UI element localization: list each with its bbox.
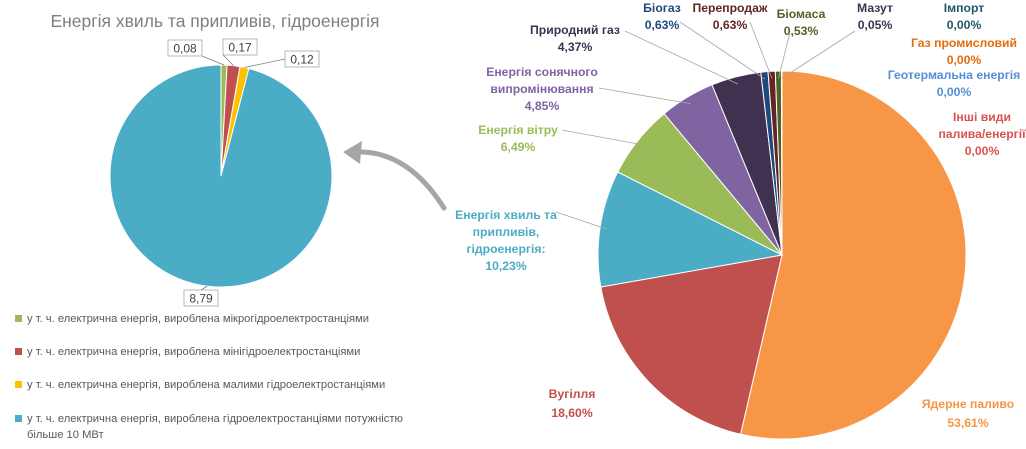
hydro-pie-slice-3 <box>109 64 333 288</box>
energy-label-name: Перепродаж <box>692 1 767 15</box>
energy-label-name: Ядерне паливо <box>922 397 1014 411</box>
energy-label-name: припливів, <box>473 225 540 239</box>
energy-pie-slice-2 <box>597 171 784 288</box>
hydro-leader-line <box>244 58 286 68</box>
energy-label-name: Мазут <box>857 1 893 15</box>
legend-marker <box>15 415 22 422</box>
energy-label-name: палива/енергії <box>938 127 1026 141</box>
energy-label-value: 0,05% <box>858 18 893 32</box>
energy-label-name: Біомаса <box>777 7 826 21</box>
energy-label-value: 0,00% <box>965 144 1000 158</box>
energy-label-name: Природний газ <box>530 23 620 37</box>
energy-label-value: 4,85% <box>525 99 560 113</box>
legend-label-line2: більше 10 МВт <box>27 429 104 441</box>
hydro-data-label: 0,08 <box>173 42 197 56</box>
energy-leader-line <box>679 21 766 80</box>
hydro-data-label: 0,17 <box>228 41 252 55</box>
energy-label-value: 0,53% <box>784 24 819 38</box>
energy-label-value: 10,23% <box>485 259 526 273</box>
energy-label-value: 0,00% <box>947 18 982 32</box>
legend-label: у т. ч. електрична енергія, вироблена гі… <box>27 413 403 425</box>
hydro-data-label-box <box>284 50 320 68</box>
legend-label: у т. ч. електрична енергія, вироблена мі… <box>27 313 369 325</box>
connector-arrow <box>343 141 447 211</box>
legend-marker <box>15 381 22 388</box>
energy-pie-slice-9 <box>780 70 783 256</box>
energy-label-name: Енергія вітру <box>478 123 558 137</box>
energy-leader-line <box>778 31 791 79</box>
hydro-leader-line <box>200 285 208 291</box>
energy-mix-data-labels: Ядерне паливо 53,61% Вугілля 18,60% Енергія … <box>455 1 1026 430</box>
energy-pie-slice-0 <box>739 70 967 440</box>
energy-label-name: Енергія сонячного <box>486 65 598 79</box>
hydro-data-label-box <box>167 39 203 57</box>
energy-mix-pie <box>597 70 967 440</box>
hydro-data-label-box <box>222 38 258 56</box>
energy-label-value: 0,00% <box>947 53 982 67</box>
hydro-data-label: 8,79 <box>189 292 213 306</box>
left-chart-title: Енергія хвиль та припливів, гідроенергія <box>50 11 379 31</box>
hydro-breakdown-data-labels: 0,08 0,17 0,12 8,79 <box>167 38 320 307</box>
hydro-breakdown-legend: у т. ч. електрична енергія, вироблена мі… <box>15 313 403 441</box>
energy-label-value: 0,00% <box>937 85 972 99</box>
legend-marker <box>15 315 22 322</box>
energy-label-value: 0,63% <box>713 18 748 32</box>
hydro-breakdown-pie <box>109 64 333 288</box>
energy-label-name: Енергія хвиль та <box>455 208 557 222</box>
legend-marker <box>15 348 22 355</box>
energy-leader-line <box>781 30 856 79</box>
energy-label-value: 18,60% <box>551 406 592 420</box>
energy-label-name: Газ промисловий <box>911 36 1017 50</box>
energy-label-name: Геотермальна енергія <box>888 68 1021 82</box>
energy-leader-line <box>561 129 644 146</box>
energy-label-name: Імпорт <box>944 1 984 15</box>
energy-leader-line <box>624 30 738 85</box>
energy-leader-line <box>598 87 691 105</box>
energy-label-value: 53,61% <box>947 416 988 430</box>
hydro-leader-line <box>201 55 225 66</box>
energy-leader-line <box>555 211 608 230</box>
energy-pie-slice-1 <box>600 254 783 435</box>
legend-label: у т. ч. електрична енергія, вироблена ма… <box>27 379 385 391</box>
hydro-data-label: 0,12 <box>290 53 314 67</box>
energy-label-name: Інші види <box>953 110 1011 124</box>
hydro-leader-line <box>222 54 234 66</box>
energy-label-value: 0,63% <box>645 18 680 32</box>
energy-label-name: Вугілля <box>549 387 596 401</box>
energy-label-value: 4,37% <box>558 40 593 54</box>
energy-label-name: Біогаз <box>643 1 681 15</box>
energy-leader-line <box>749 21 773 79</box>
legend-label: у т. ч. електрична енергія, вироблена мі… <box>27 346 360 358</box>
hydro-data-label-box <box>183 289 219 307</box>
energy-label-name: гідроенергія: <box>466 242 545 256</box>
energy-label-value: 6,49% <box>501 140 536 154</box>
energy-label-name: випромінювання <box>490 82 593 96</box>
